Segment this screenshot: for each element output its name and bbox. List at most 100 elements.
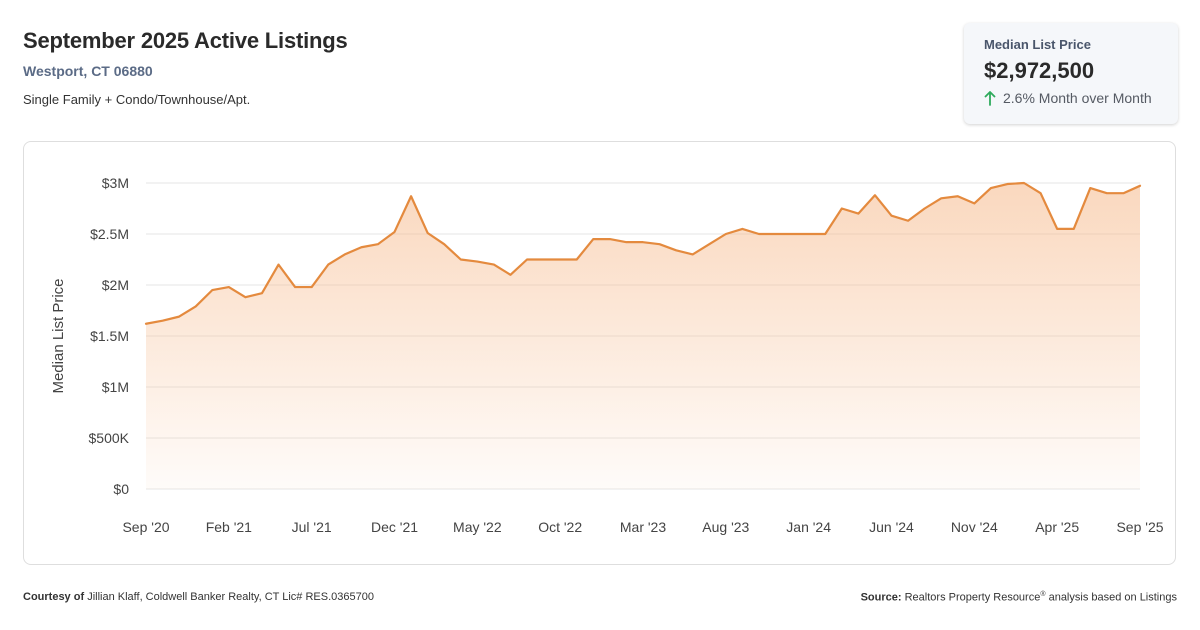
y-tick-label: $0 <box>113 481 129 497</box>
x-tick-label: Oct '22 <box>538 519 582 535</box>
data-point <box>773 232 778 237</box>
data-point <box>607 237 612 242</box>
data-point <box>558 257 563 262</box>
y-axis-label: Median List Price <box>50 278 67 393</box>
x-tick-label: Jan '24 <box>786 519 831 535</box>
x-tick-label: Jul '21 <box>292 519 332 535</box>
kpi-change-text: 2.6% Month over Month <box>1003 90 1152 106</box>
data-point <box>458 257 463 262</box>
data-point <box>309 285 314 290</box>
data-point <box>574 257 579 262</box>
data-point <box>425 230 430 235</box>
x-tick-label: Nov '24 <box>951 519 998 535</box>
y-tick-label: $1.5M <box>90 328 129 344</box>
data-point <box>193 304 198 309</box>
data-point <box>972 201 977 206</box>
courtesy-text: Jillian Klaff, Coldwell Banker Realty, C… <box>87 591 374 603</box>
y-tick-label: $500K <box>89 430 130 446</box>
data-point <box>1121 191 1126 196</box>
data-point <box>491 262 496 267</box>
courtesy-footer: Courtesy of Jillian Klaff, Coldwell Bank… <box>23 591 374 603</box>
location-subtitle: Westport, CT 06880 <box>23 63 153 79</box>
data-point <box>1138 183 1143 188</box>
source-text: Realtors Property Resource <box>904 591 1041 604</box>
data-point <box>988 186 993 191</box>
data-point <box>392 229 397 234</box>
x-tick-label: Apr '25 <box>1035 519 1079 535</box>
data-point <box>375 242 380 247</box>
data-point <box>1038 191 1043 196</box>
data-point <box>508 272 513 277</box>
data-point <box>442 242 447 247</box>
data-point <box>259 291 264 296</box>
kpi-label: Median List Price <box>984 37 1091 52</box>
data-point <box>823 232 828 237</box>
x-tick-label: Sep '25 <box>1116 519 1163 535</box>
data-point <box>326 262 331 267</box>
source-text-post: analysis based on Listings <box>1048 591 1177 604</box>
data-point <box>177 314 182 319</box>
courtesy-label: Courtesy of <box>23 591 85 603</box>
data-point <box>740 226 745 231</box>
data-point <box>243 295 248 300</box>
x-tick-label: May '22 <box>453 519 502 535</box>
data-point <box>1055 226 1060 231</box>
registered-mark: ® <box>1040 591 1046 598</box>
data-point <box>657 242 662 247</box>
data-point <box>1022 181 1027 186</box>
data-point <box>707 242 712 247</box>
data-point <box>723 232 728 237</box>
arrow-up-icon <box>984 90 996 106</box>
data-point <box>359 245 364 250</box>
y-tick-label: $2.5M <box>90 226 129 242</box>
data-point <box>856 211 861 216</box>
x-tick-label: Sep '20 <box>122 519 169 535</box>
data-point <box>790 232 795 237</box>
x-tick-label: Dec '21 <box>371 519 418 535</box>
data-point <box>922 206 927 211</box>
source-footer: Source: Realtors Property Resource® anal… <box>861 591 1177 604</box>
page-title: September 2025 Active Listings <box>23 28 348 53</box>
price-chart: $0 $500K $1M $1.5M $2M $2.5M $3M Sep '20 Feb '21… <box>50 175 1164 535</box>
data-point <box>674 248 679 253</box>
data-point <box>160 318 165 323</box>
data-point <box>342 252 347 257</box>
y-tick-label: $3M <box>102 175 129 191</box>
data-point <box>939 196 944 201</box>
kpi-change: 2.6% Month over Month <box>984 90 1178 106</box>
data-point <box>1104 191 1109 196</box>
y-tick-label: $1M <box>102 379 129 395</box>
data-point <box>690 252 695 257</box>
chart-panel: $0 $500K $1M $1.5M $2M $2.5M $3M Sep '20 Feb '21… <box>23 141 1176 565</box>
data-point <box>906 218 911 223</box>
data-point <box>872 193 877 198</box>
data-point <box>276 262 281 267</box>
data-point <box>1005 182 1010 187</box>
data-point <box>293 285 298 290</box>
data-point <box>210 288 215 293</box>
property-types-label: Single Family + Condo/Townhouse/Apt. <box>23 92 251 107</box>
data-point <box>475 259 480 264</box>
series-line <box>144 181 1142 325</box>
area-fill <box>146 183 1140 489</box>
data-point <box>806 232 811 237</box>
data-point <box>541 257 546 262</box>
data-point <box>1071 226 1076 231</box>
data-point <box>839 206 844 211</box>
data-point <box>756 232 761 237</box>
kpi-value: $2,972,500 <box>984 58 1095 83</box>
x-tick-label: Mar '23 <box>620 519 666 535</box>
x-tick-label: Aug '23 <box>702 519 749 535</box>
data-point <box>226 285 231 290</box>
data-point <box>525 257 530 262</box>
x-tick-label: Feb '21 <box>206 519 252 535</box>
data-point <box>889 213 894 218</box>
data-point <box>955 194 960 199</box>
x-tick-label: Jun '24 <box>869 519 914 535</box>
data-point <box>591 237 596 242</box>
source-label: Source: <box>860 591 902 604</box>
data-point <box>1088 186 1093 191</box>
y-tick-label: $2M <box>102 277 129 293</box>
data-point <box>624 240 629 245</box>
data-point <box>641 240 646 245</box>
